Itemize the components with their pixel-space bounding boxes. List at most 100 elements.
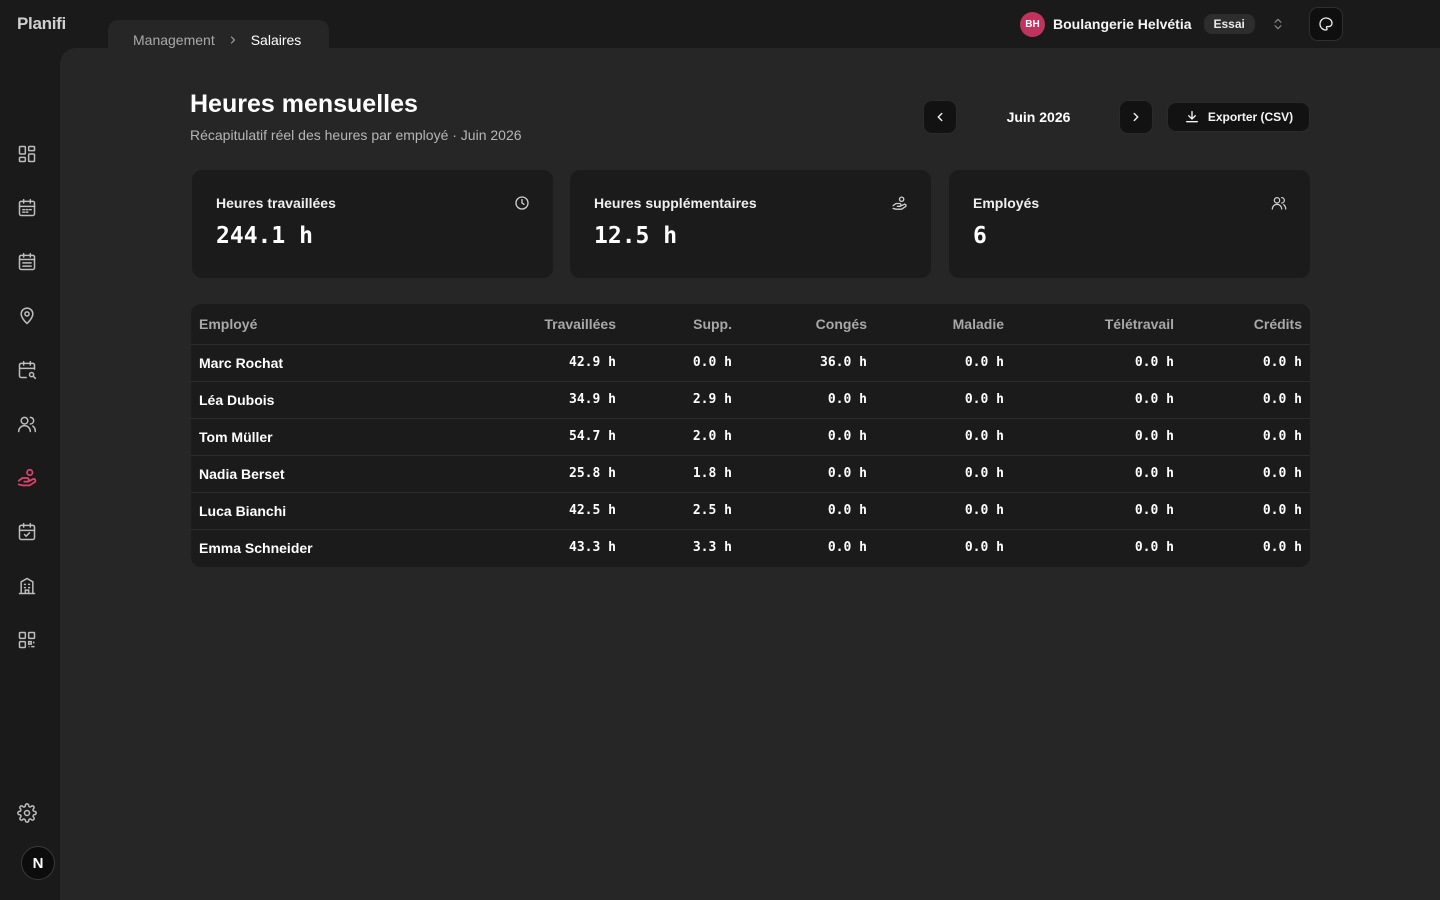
worked-hours: 43.3 h bbox=[569, 540, 616, 556]
current-month-label: Juin 2026 bbox=[1006, 109, 1071, 125]
export-csv-button[interactable]: Exporter (CSV) bbox=[1167, 102, 1310, 132]
worked-hours: 54.7 h bbox=[451, 418, 624, 456]
leave-hours: 0.0 h bbox=[740, 381, 875, 419]
overtime-hours: 0.0 h bbox=[624, 344, 740, 382]
credit-hours: 0.0 h bbox=[1262, 540, 1302, 556]
overtime-hours: 2.9 h bbox=[624, 381, 740, 419]
column-header-sick[interactable]: Maladie bbox=[875, 304, 1012, 345]
page-title: Heures mensuelles bbox=[190, 90, 418, 118]
page-subtitle: Récapitulatif réel des heures par employ… bbox=[190, 127, 522, 143]
remote-hours: 0.0 h bbox=[1012, 492, 1182, 530]
stat-value: 6 bbox=[973, 223, 987, 249]
breadcrumb-parent[interactable]: Management bbox=[133, 32, 215, 48]
remote-hours: 0.0 h bbox=[1012, 418, 1182, 456]
stat-card-overtime-hours: Heures supplémentaires 12.5 h bbox=[570, 170, 931, 278]
export-csv-label: Exporter (CSV) bbox=[1207, 110, 1294, 124]
stat-value: 12.5 h bbox=[594, 223, 678, 249]
theme-toggle-button[interactable] bbox=[1309, 7, 1343, 41]
plan-badge: Essai bbox=[1203, 14, 1255, 34]
column-header-credits[interactable]: Crédits bbox=[1182, 304, 1310, 345]
credit-hours: 0.0 h bbox=[1182, 492, 1310, 530]
organization-switcher[interactable]: BH Boulangerie Helvétia Essai bbox=[1020, 11, 1285, 37]
location-pin-icon[interactable] bbox=[15, 304, 39, 328]
column-header-overtime[interactable]: Supp. bbox=[624, 304, 740, 345]
sick-hours: 0.0 h bbox=[964, 540, 1004, 556]
stat-label: Employés bbox=[973, 195, 1040, 211]
calendar-search-icon[interactable] bbox=[15, 358, 39, 382]
sick-hours: 0.0 h bbox=[875, 492, 1012, 530]
stat-label: Heures travaillées bbox=[216, 195, 336, 211]
leave-hours: 0.0 h bbox=[740, 455, 875, 493]
payroll-hand-icon[interactable] bbox=[15, 466, 39, 490]
leave-hours: 36.0 h bbox=[740, 344, 875, 382]
table-header-row: Employé Travaillées Supp. Congés Maladie… bbox=[191, 304, 1310, 345]
org-name: Boulangerie Helvétia bbox=[1053, 16, 1192, 32]
calendar-list-icon[interactable] bbox=[15, 250, 39, 274]
table-row[interactable]: Tom Müller 54.7 h 2.0 h 0.0 h 0.0 h 0.0 … bbox=[191, 418, 1310, 456]
overtime-hours: 1.8 h bbox=[624, 455, 740, 493]
worked-hours: 25.8 h bbox=[451, 455, 624, 493]
table-row[interactable]: Emma Schneider 43.3 h 3.3 h 0.0 h 0.0 h … bbox=[191, 529, 1310, 566]
overtime-hours: 2.0 h bbox=[624, 418, 740, 456]
next-month-button[interactable] bbox=[1119, 100, 1153, 134]
calendar-check-icon[interactable] bbox=[15, 520, 39, 544]
column-header-leave[interactable]: Congés bbox=[740, 304, 875, 345]
credit-hours: 0.0 h bbox=[1182, 344, 1310, 382]
leave-hours: 0.0 h bbox=[740, 418, 875, 456]
gear-icon[interactable] bbox=[15, 801, 39, 825]
hours-table: Employé Travaillées Supp. Congés Maladie… bbox=[191, 304, 1310, 567]
org-avatar: BH bbox=[1020, 11, 1045, 37]
column-header-employee[interactable]: Employé bbox=[191, 304, 451, 345]
table-row[interactable]: Marc Rochat 42.9 h 0.0 h 36.0 h 0.0 h 0.… bbox=[191, 344, 1310, 382]
qr-code-icon[interactable] bbox=[15, 628, 39, 652]
remote-hours: 0.0 h bbox=[1134, 540, 1174, 556]
stat-card-employees: Employés 6 bbox=[949, 170, 1310, 278]
sick-hours: 0.0 h bbox=[875, 418, 1012, 456]
calendar-icon[interactable] bbox=[15, 196, 39, 220]
credit-hours: 0.0 h bbox=[1182, 418, 1310, 456]
table-row[interactable]: Luca Bianchi 42.5 h 2.5 h 0.0 h 0.0 h 0.… bbox=[191, 492, 1310, 530]
employee-name: Luca Bianchi bbox=[191, 492, 451, 530]
table-row[interactable]: Nadia Berset 25.8 h 1.8 h 0.0 h 0.0 h 0.… bbox=[191, 455, 1310, 493]
credit-hours: 0.0 h bbox=[1182, 381, 1310, 419]
stat-label: Heures supplémentaires bbox=[594, 195, 757, 211]
user-avatar[interactable]: N bbox=[21, 846, 55, 880]
credit-hours: 0.0 h bbox=[1182, 455, 1310, 493]
overtime-hours: 3.3 h bbox=[692, 540, 732, 556]
dashboard-icon[interactable] bbox=[15, 142, 39, 166]
breadcrumb-current: Salaires bbox=[250, 32, 302, 48]
worked-hours: 42.9 h bbox=[451, 344, 624, 382]
previous-month-button[interactable] bbox=[923, 100, 957, 134]
app-logo[interactable]: Planifi bbox=[17, 14, 66, 33]
chevron-left-icon bbox=[937, 112, 943, 122]
stat-value: 244.1 h bbox=[216, 223, 313, 249]
users-icon[interactable] bbox=[15, 412, 39, 436]
download-icon bbox=[1185, 111, 1198, 123]
clock-icon bbox=[514, 195, 530, 211]
employee-name: Marc Rochat bbox=[191, 344, 451, 382]
table-row[interactable]: Léa Dubois 34.9 h 2.9 h 0.0 h 0.0 h 0.0 … bbox=[191, 381, 1310, 419]
column-header-remote[interactable]: Télétravail bbox=[1012, 304, 1182, 345]
worked-hours: 42.5 h bbox=[451, 492, 624, 530]
main-panel: Heures mensuelles Récapitulatif réel des… bbox=[60, 48, 1440, 900]
employee-name: Léa Dubois bbox=[191, 381, 451, 419]
sick-hours: 0.0 h bbox=[875, 455, 1012, 493]
palette-icon bbox=[1319, 17, 1333, 31]
worked-hours: 34.9 h bbox=[451, 381, 624, 419]
sick-hours: 0.0 h bbox=[875, 381, 1012, 419]
leave-hours: 0.0 h bbox=[827, 540, 867, 556]
remote-hours: 0.0 h bbox=[1012, 381, 1182, 419]
chevrons-up-down-icon bbox=[1271, 16, 1285, 32]
overtime-hours: 2.5 h bbox=[624, 492, 740, 530]
column-header-worked[interactable]: Travaillées bbox=[451, 304, 624, 345]
overtime-icon bbox=[891, 195, 908, 212]
employee-name: Emma Schneider bbox=[199, 539, 313, 556]
chevron-right-icon bbox=[1133, 112, 1139, 122]
remote-hours: 0.0 h bbox=[1012, 344, 1182, 382]
stat-card-worked-hours: Heures travaillées 244.1 h bbox=[192, 170, 553, 278]
building-icon[interactable] bbox=[15, 574, 39, 598]
employee-name: Tom Müller bbox=[191, 418, 451, 456]
employee-name: Nadia Berset bbox=[191, 455, 451, 493]
users-icon bbox=[1271, 195, 1287, 211]
chevron-right-icon bbox=[227, 34, 239, 46]
